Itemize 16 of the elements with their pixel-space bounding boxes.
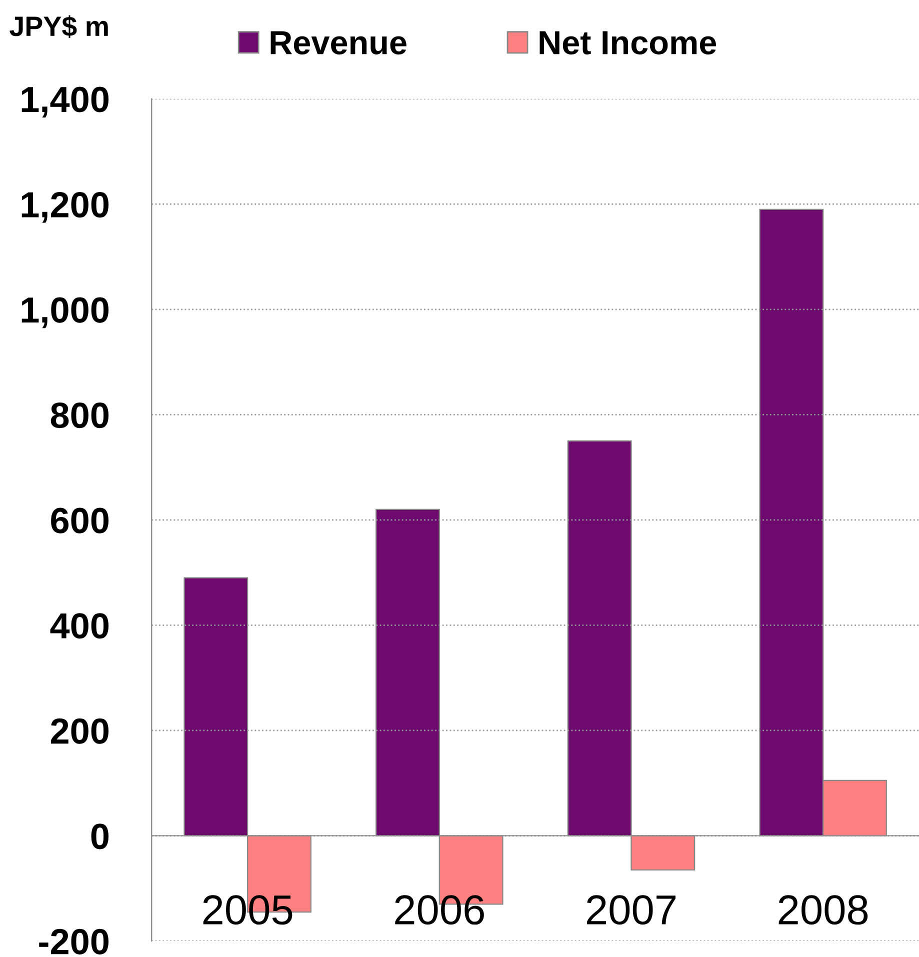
y-tick-label: 600 <box>51 508 108 534</box>
x-tick-label: 2005 <box>203 895 292 925</box>
y-tick-label: 1,200 <box>22 192 108 223</box>
y-tick-label: 400 <box>50 613 108 639</box>
y-tick-label: 1,000 <box>22 297 108 328</box>
x-tick-label: 2007 <box>586 895 676 925</box>
y-tick-label: 0 <box>91 824 108 850</box>
y-tick-label: 800 <box>50 402 108 428</box>
x-tick-label: 2006 <box>395 895 484 925</box>
x-tick-label: 2008 <box>778 895 868 925</box>
legend-label: Net Income <box>540 31 716 54</box>
y-tick-label: 200 <box>50 718 108 744</box>
y-tick-label: -200 <box>39 928 108 954</box>
y-axis-title: JPY$ m <box>10 15 108 38</box>
y-tick-label: 1,400 <box>22 86 108 118</box>
legend-label: Revenue <box>270 31 406 54</box>
